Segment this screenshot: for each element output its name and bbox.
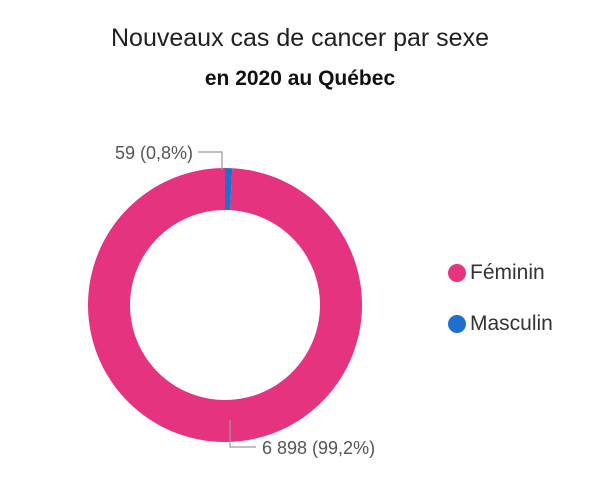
legend-item-feminin[interactable]: Féminin: [448, 258, 553, 288]
legend-label-feminin: Féminin: [470, 261, 545, 284]
leader-line-feminin: [229, 420, 256, 448]
legend-label-masculin: Masculin: [470, 312, 553, 335]
data-label-feminin: 6 898 (99,2%): [262, 438, 375, 458]
leader-line-masculin: [198, 151, 223, 170]
data-label-masculin: 59 (0,8%): [115, 143, 193, 163]
legend-item-masculin[interactable]: Masculin: [448, 309, 553, 339]
slice-feminin[interactable]: [88, 168, 363, 442]
slice-masculin[interactable]: [225, 168, 233, 211]
chart-legend: Féminin Masculin: [448, 258, 553, 360]
legend-marker-masculin: [448, 315, 466, 333]
legend-marker-feminin: [448, 264, 466, 282]
chart-title: Nouveaux cas de cancer par sexe: [111, 24, 489, 52]
chart-subtitle: en 2020 au Québec: [204, 67, 396, 90]
